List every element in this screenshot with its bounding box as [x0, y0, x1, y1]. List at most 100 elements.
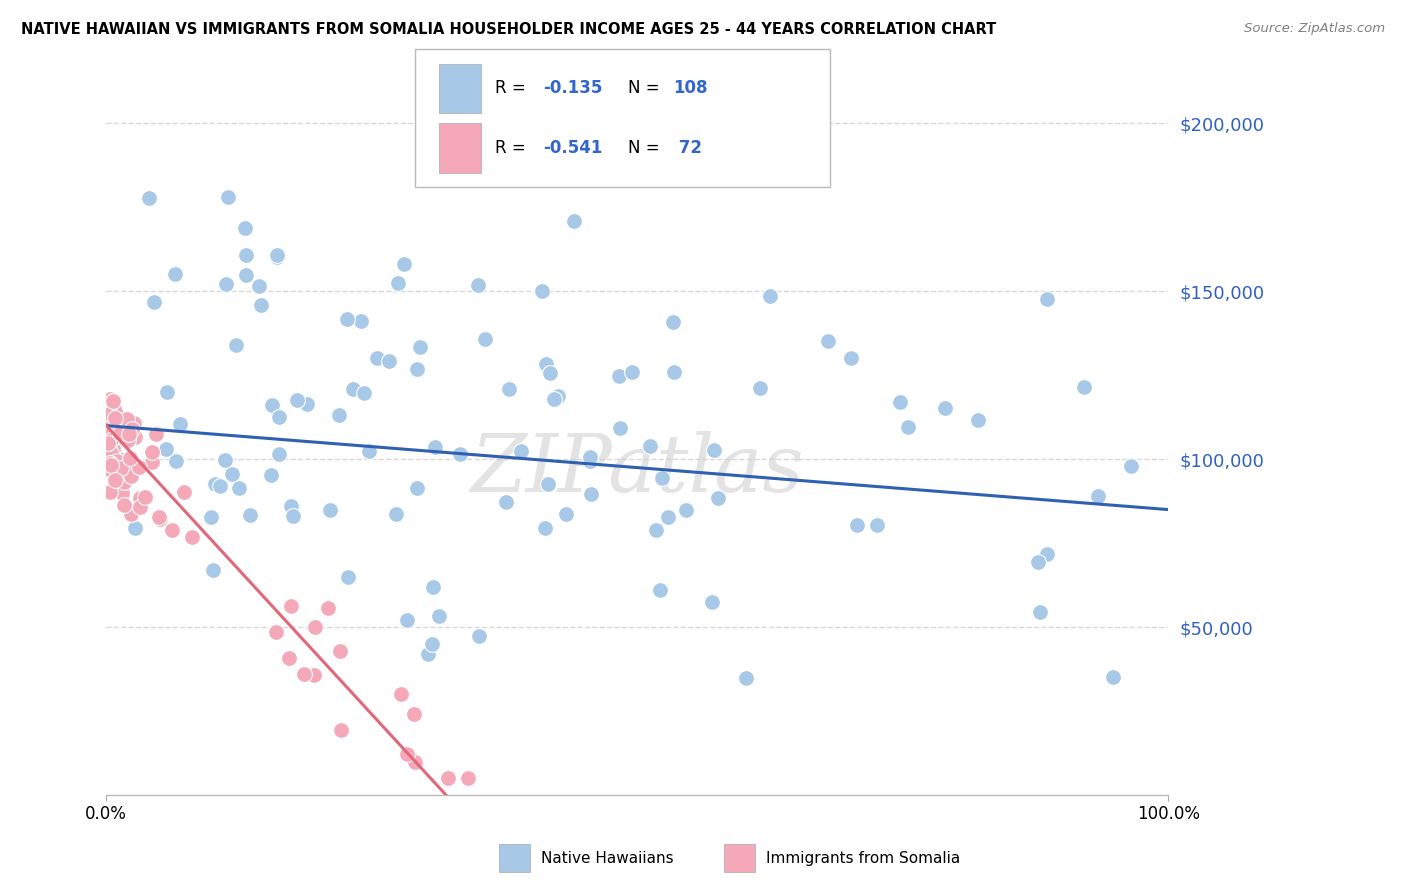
- Point: [456, 772, 478, 786]
- Point: [1102, 669, 1125, 683]
- Point: [436, 772, 458, 786]
- Point: [235, 248, 257, 262]
- Point: [97, 462, 120, 476]
- Point: [392, 257, 415, 271]
- Point: [555, 507, 578, 521]
- Point: [278, 651, 301, 665]
- Point: [385, 507, 408, 521]
- Point: [1087, 489, 1109, 503]
- Point: [406, 481, 429, 495]
- Text: N =: N =: [628, 79, 665, 97]
- Point: [141, 454, 163, 468]
- Point: [201, 563, 224, 577]
- Point: [304, 667, 326, 681]
- Point: [1026, 555, 1049, 569]
- Point: [100, 445, 122, 459]
- Text: ZIPatlas: ZIPatlas: [471, 432, 804, 508]
- Point: [638, 439, 661, 453]
- Point: [749, 381, 772, 395]
- Point: [110, 461, 132, 475]
- Point: [214, 453, 236, 467]
- Point: [97, 435, 120, 450]
- Point: [1035, 547, 1057, 561]
- Point: [562, 214, 585, 228]
- Point: [266, 251, 288, 265]
- Point: [579, 450, 602, 464]
- Text: -0.135: -0.135: [543, 79, 602, 97]
- Point: [165, 453, 187, 467]
- Point: [97, 429, 120, 443]
- Text: R =: R =: [495, 79, 531, 97]
- Point: [967, 413, 990, 427]
- Point: [129, 500, 152, 514]
- Point: [509, 444, 531, 458]
- Point: [208, 479, 231, 493]
- Point: [420, 637, 443, 651]
- Point: [141, 444, 163, 458]
- Point: [98, 452, 121, 467]
- Point: [103, 423, 125, 437]
- Point: [700, 595, 723, 609]
- Point: [204, 477, 226, 491]
- Point: [735, 671, 758, 685]
- Point: [889, 394, 911, 409]
- Text: Immigrants from Somalia: Immigrants from Somalia: [766, 851, 960, 865]
- Point: [250, 298, 273, 312]
- Point: [138, 191, 160, 205]
- Point: [457, 772, 479, 786]
- Point: [117, 433, 139, 447]
- Point: [100, 434, 122, 448]
- Point: [100, 461, 122, 475]
- Point: [422, 580, 444, 594]
- Point: [651, 471, 673, 485]
- Point: [280, 499, 302, 513]
- Point: [217, 190, 239, 204]
- Point: [221, 467, 243, 481]
- Point: [845, 517, 868, 532]
- Point: [124, 416, 146, 430]
- Point: [366, 351, 388, 365]
- Point: [98, 456, 121, 470]
- Point: [124, 521, 146, 535]
- Point: [134, 491, 156, 505]
- Point: [1073, 380, 1095, 394]
- Point: [316, 601, 339, 615]
- Text: Native Hawaiians: Native Hawaiians: [541, 851, 673, 865]
- Point: [103, 442, 125, 456]
- Point: [336, 569, 359, 583]
- Point: [657, 509, 679, 524]
- Text: 108: 108: [673, 79, 709, 97]
- Point: [101, 394, 124, 409]
- Point: [336, 311, 359, 326]
- Point: [108, 426, 131, 441]
- Point: [609, 421, 631, 435]
- Point: [118, 426, 141, 441]
- Point: [1028, 605, 1050, 619]
- Point: [103, 440, 125, 454]
- Point: [707, 491, 730, 506]
- Point: [759, 289, 782, 303]
- Point: [662, 315, 685, 329]
- Point: [156, 384, 179, 399]
- Point: [534, 358, 557, 372]
- Point: [280, 599, 302, 613]
- Point: [112, 475, 135, 489]
- Point: [534, 520, 557, 534]
- Point: [328, 408, 350, 422]
- Point: [319, 503, 342, 517]
- Point: [215, 277, 238, 292]
- Point: [449, 446, 471, 460]
- Point: [404, 707, 426, 722]
- Point: [143, 295, 166, 310]
- Point: [304, 620, 326, 634]
- Point: [107, 420, 129, 434]
- Point: [395, 613, 418, 627]
- Point: [98, 484, 121, 499]
- Point: [266, 625, 288, 640]
- Point: [839, 351, 862, 365]
- Point: [148, 509, 170, 524]
- Point: [547, 389, 569, 403]
- Point: [342, 383, 364, 397]
- Point: [101, 435, 124, 450]
- Point: [1036, 292, 1059, 306]
